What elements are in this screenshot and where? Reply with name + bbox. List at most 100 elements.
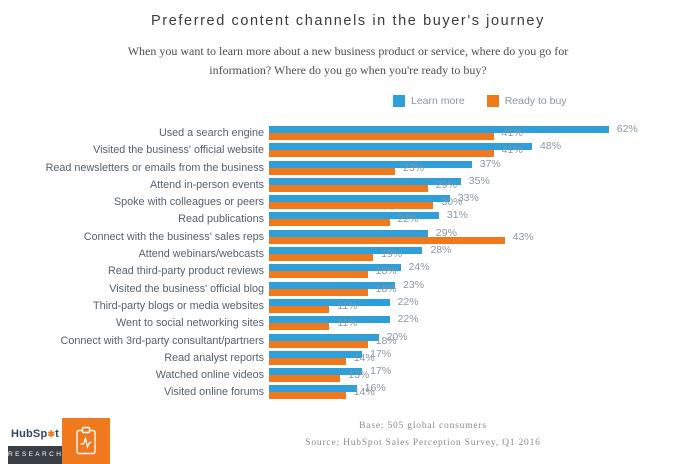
legend-item-learn-more: Learn more xyxy=(393,95,465,107)
bar-learn-more xyxy=(269,247,423,255)
bar-ready-to-buy xyxy=(269,271,368,279)
bar-ready-to-buy xyxy=(269,254,374,262)
brand-text-post: t xyxy=(55,428,60,440)
bar-pair: 22% 11% xyxy=(269,313,696,331)
bar-line: 33% xyxy=(269,192,696,205)
value-label: 11% xyxy=(337,299,358,312)
value-label: 22% xyxy=(397,313,419,326)
bar-line: 35% xyxy=(269,176,696,186)
value-label: 33% xyxy=(457,192,479,205)
chart-row: Read third-party product reviews 24% 18% xyxy=(0,261,696,279)
bar-line: 19% xyxy=(269,248,696,262)
bar-pair: 24% 18% xyxy=(269,261,696,279)
value-label: 20% xyxy=(386,330,408,343)
value-label: 11% xyxy=(337,317,358,330)
value-label: 17% xyxy=(370,347,392,360)
chart-row: Read newsletters or emails from the busi… xyxy=(0,158,696,175)
category-label: Read third-party product reviews xyxy=(107,265,264,278)
category-label: Connect with the business' sales reps xyxy=(83,230,264,243)
bar-line: 17% xyxy=(269,347,696,360)
value-label: 41% xyxy=(501,144,523,157)
bar-ready-to-buy xyxy=(269,167,396,175)
value-label: 18% xyxy=(375,265,397,278)
value-label: 13% xyxy=(348,369,370,382)
chart-row: Spoke with colleagues or peers 33% 30% xyxy=(0,192,696,210)
value-label: 18% xyxy=(375,334,397,347)
sprocket-icon: ✱ xyxy=(47,429,56,439)
bar-line: 13% xyxy=(269,369,696,383)
bar-pair: 48% 41% xyxy=(269,140,696,158)
research-label: RESEARCH xyxy=(8,446,62,464)
category-label: Attend webinars/webcasts xyxy=(138,248,264,261)
value-label: 29% xyxy=(435,226,457,239)
category-label: Connect with 3rd-party consultant/partne… xyxy=(60,334,264,347)
bar-pair: 17% 14% xyxy=(269,347,696,365)
ready-to-buy-swatch-icon xyxy=(486,95,499,107)
category-label: Visited online forums xyxy=(163,386,264,399)
bar-ready-to-buy xyxy=(269,219,390,227)
hubspot-wordmark: HubSp✱t xyxy=(8,420,62,446)
bar-ready-to-buy xyxy=(269,375,341,383)
chart-row: Attend webinars/webcasts 28% 19% xyxy=(0,245,696,262)
bar-learn-more xyxy=(269,212,439,220)
bar-pair: 20% 18% xyxy=(269,330,696,348)
hubspot-research-logo: HubSp✱t RESEARCH xyxy=(0,418,110,464)
value-label: 17% xyxy=(370,365,392,378)
bar-chart: Used a search engine 62% 41% Visited the bu… xyxy=(0,123,696,403)
bar-line: 24% xyxy=(269,261,696,274)
footer-base: Base: 505 global consumers xyxy=(359,421,487,431)
value-label: 16% xyxy=(364,382,386,395)
category-label: Used a search engine xyxy=(158,127,264,139)
chart-row: Visited the business' official blog 23% 18… xyxy=(0,279,696,296)
legend-label: Ready to buy xyxy=(504,95,567,107)
bar-pair: 37% 23% xyxy=(269,158,696,175)
category-label: Read newsletters or emails from the busi… xyxy=(45,161,264,174)
category-label: Attend in-person events xyxy=(149,178,264,191)
value-label: 41% xyxy=(501,127,523,139)
bar-learn-more xyxy=(269,350,363,358)
value-label: 62% xyxy=(616,123,638,135)
bar-line: 62% xyxy=(269,123,696,135)
bar-pair: 17% 13% xyxy=(269,365,696,383)
bar-ready-to-buy xyxy=(269,150,494,158)
category-label: Watched online videos xyxy=(155,369,264,382)
category-label: Went to social networking sites xyxy=(115,317,264,330)
value-label: 18% xyxy=(375,282,397,295)
bar-line: 11% xyxy=(269,317,696,331)
bar-line: 23% xyxy=(269,279,696,290)
bar-line: 16% xyxy=(269,382,696,395)
bar-pair: 29% 43% xyxy=(269,226,696,244)
bar-line: 22% xyxy=(269,313,696,326)
bar-ready-to-buy xyxy=(269,340,368,348)
value-label: 48% xyxy=(540,140,562,153)
chart-row: Connect with 3rd-party consultant/partne… xyxy=(0,330,696,348)
bar-learn-more xyxy=(269,160,472,168)
brand-text-pre: HubSp xyxy=(10,428,48,440)
bar-line: 31% xyxy=(269,210,696,221)
category-label: Read analyst reports xyxy=(164,351,264,364)
bar-pair: 22% 11% xyxy=(269,295,696,313)
bar-learn-more xyxy=(269,316,390,324)
legend-label: Learn more xyxy=(411,95,465,107)
category-label: Spoke with colleagues or peers xyxy=(113,196,264,209)
value-label: 43% xyxy=(512,230,534,243)
chart-row: Read publications 31% 22% xyxy=(0,210,696,227)
chart-row: Attend in-person events 35% 29% xyxy=(0,176,696,192)
bar-learn-more xyxy=(269,195,450,203)
value-label: 24% xyxy=(408,261,430,274)
bar-learn-more xyxy=(269,143,533,151)
bar-line: 22% xyxy=(269,213,696,227)
value-label: 22% xyxy=(397,295,419,308)
bar-line: 29% xyxy=(269,180,696,192)
bar-learn-more xyxy=(269,229,428,237)
value-label: 14% xyxy=(353,386,375,399)
legend: Learn more Ready to buy xyxy=(393,95,567,107)
bar-ready-to-buy xyxy=(269,288,368,296)
value-label: 19% xyxy=(381,248,403,261)
bar-learn-more xyxy=(269,126,609,133)
value-label: 22% xyxy=(397,213,419,226)
category-label: Read publications xyxy=(178,213,264,226)
bar-ready-to-buy xyxy=(269,202,434,210)
chart-row: Visited online forums 16% 14% xyxy=(0,382,696,400)
